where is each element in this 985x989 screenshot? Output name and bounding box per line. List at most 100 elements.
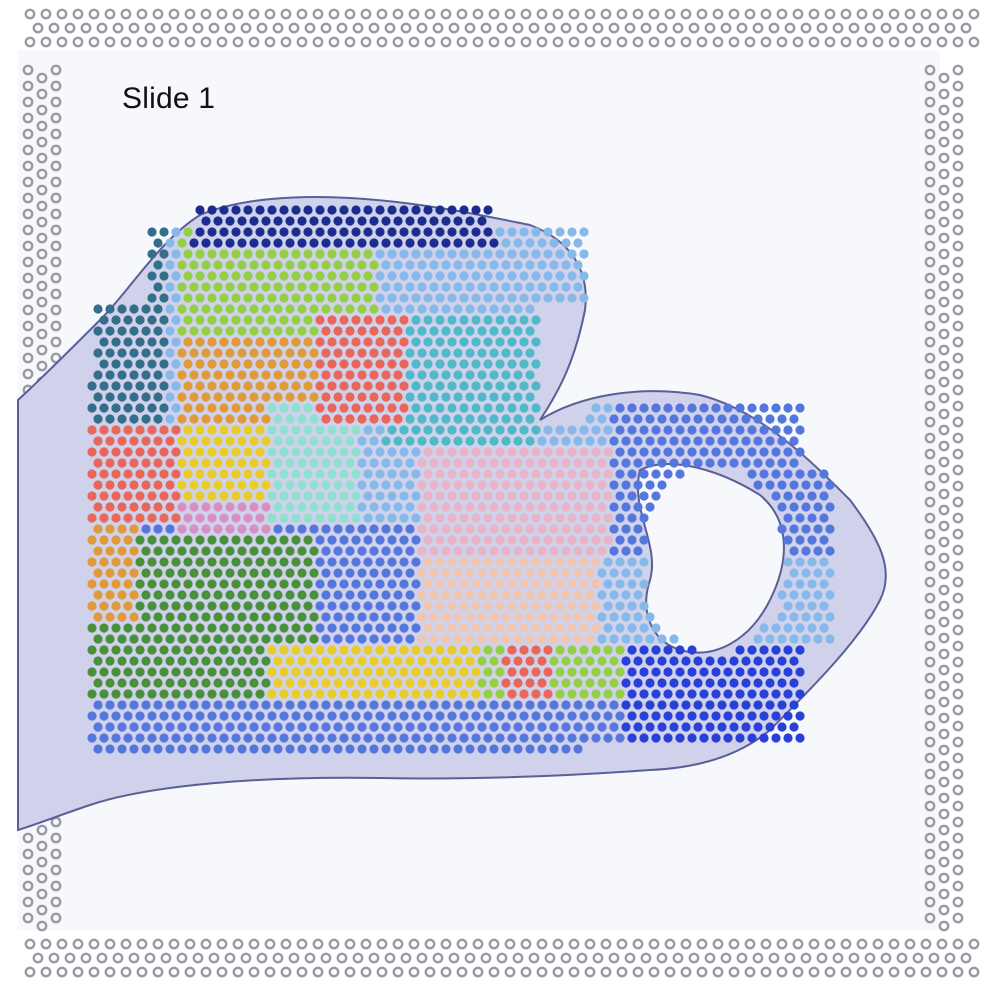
spot-salmon <box>135 491 145 501</box>
spot-royal-blue <box>675 711 685 721</box>
spot-yellow <box>195 469 205 479</box>
fiducial-spot <box>936 8 948 20</box>
spot-green <box>219 667 229 677</box>
spot-navy <box>333 238 343 248</box>
spot-peach <box>531 623 541 633</box>
spot-navy <box>417 216 427 226</box>
spot-orange <box>129 546 139 556</box>
spot-green <box>291 535 301 545</box>
spot-blue <box>237 744 247 754</box>
spot-sky <box>813 634 823 644</box>
spot-sky <box>495 271 505 281</box>
spot-navy <box>321 216 331 226</box>
fiducial-spot <box>22 192 34 204</box>
spot-teal <box>429 326 439 336</box>
spot-peach <box>435 557 445 567</box>
spot-green <box>177 678 187 688</box>
fiducial-spot <box>712 36 724 48</box>
fiducial-spot <box>938 648 950 660</box>
spot-green <box>309 568 319 578</box>
spot-light-pink <box>429 480 439 490</box>
spot-light-pink <box>537 546 547 556</box>
fiducial-spot <box>408 938 420 950</box>
spot-salmon <box>333 370 343 380</box>
spot-peach <box>507 557 517 567</box>
fiducial-spot <box>856 8 868 20</box>
spot-blue <box>105 744 115 754</box>
spot-green <box>237 546 247 556</box>
fiducial-spot <box>40 8 52 20</box>
spot-blue <box>201 722 211 732</box>
spot-navy <box>297 238 307 248</box>
spot-peach <box>507 623 517 633</box>
spot-blue <box>309 524 319 534</box>
spot-light-green <box>363 293 373 303</box>
fiducial-spot <box>424 966 436 978</box>
spot-teal <box>405 436 415 446</box>
spot-blue <box>303 711 313 721</box>
spot-light-pink <box>549 502 559 512</box>
fiducial-spot <box>64 952 76 964</box>
fiducial-spot <box>924 832 936 844</box>
fiducial-spot <box>312 938 324 950</box>
spot-peach <box>429 590 439 600</box>
spot-blue <box>453 700 463 710</box>
spot-peach <box>549 612 559 622</box>
fiducial-spot <box>40 938 52 950</box>
spot-blue <box>519 711 529 721</box>
spot-dark-slate <box>135 337 145 347</box>
spot-sky <box>375 513 385 523</box>
fiducial-spot <box>552 966 564 978</box>
spot-green <box>201 634 211 644</box>
spot-mint <box>267 425 277 435</box>
spot-blue <box>549 700 559 710</box>
spot-royal-blue <box>681 678 691 688</box>
spot-orange <box>249 414 259 424</box>
spot-blue <box>363 733 373 743</box>
spot-teal <box>453 326 463 336</box>
spot-royal-blue <box>723 689 733 699</box>
spot-orange <box>177 392 187 402</box>
spot-orange <box>261 414 271 424</box>
fiducial-spot <box>36 136 48 148</box>
spot-salmon <box>375 381 385 391</box>
spot-light-pink <box>417 502 427 512</box>
spot-salmon <box>147 491 157 501</box>
spot-blue <box>465 722 475 732</box>
spot-blue <box>405 590 415 600</box>
spot-blue <box>609 414 619 424</box>
spot-blue <box>225 700 235 710</box>
spot-yellow <box>213 436 223 446</box>
spot-blue <box>723 425 733 435</box>
spot-mint <box>267 403 277 413</box>
fiducial-spot <box>952 288 964 300</box>
spot-navy <box>315 205 325 215</box>
spot-blue <box>351 557 361 567</box>
spot-sky <box>645 634 655 644</box>
spot-yellow <box>231 447 241 457</box>
spot-blue <box>615 425 625 435</box>
spot-light-pink <box>579 447 589 457</box>
spot-peach <box>561 568 571 578</box>
spot-dark-slate <box>141 304 151 314</box>
spot-dark-slate <box>147 337 157 347</box>
spot-light-green <box>303 315 313 325</box>
spot-light-pink <box>507 491 517 501</box>
spot-blue <box>633 502 643 512</box>
fiducial-spot <box>568 36 580 48</box>
spot-sky <box>777 634 787 644</box>
spot-peach <box>423 601 433 611</box>
fiducial-spot <box>344 36 356 48</box>
spot-dark-slate <box>105 326 115 336</box>
fiducial-spot <box>136 938 148 950</box>
spot-blue <box>477 744 487 754</box>
fiducial-spot <box>520 36 532 48</box>
fiducial-spot <box>536 36 548 48</box>
spot-blue <box>627 425 637 435</box>
spot-salmon <box>165 458 175 468</box>
spot-sky <box>381 458 391 468</box>
fiducial-spot <box>864 22 876 34</box>
spot-blue <box>327 579 337 589</box>
spot-salmon <box>375 403 385 413</box>
spot-light-pink <box>495 469 505 479</box>
